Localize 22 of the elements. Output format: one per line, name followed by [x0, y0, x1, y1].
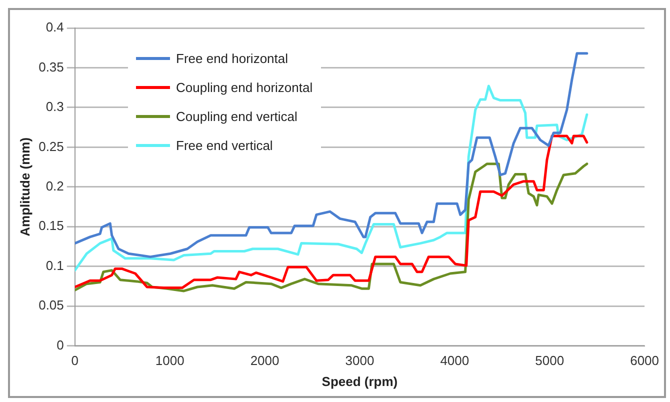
x-tick-label: 6000 — [630, 353, 659, 368]
legend-label: Coupling end horizontal — [176, 79, 313, 97]
y-tick-label: 0.1 — [46, 258, 64, 273]
y-tick-label: 0.15 — [38, 218, 64, 234]
y-tick-label: 0.2 — [46, 178, 64, 194]
x-tick-label: 3000 — [345, 353, 374, 368]
legend-label: Free end vertical — [176, 137, 273, 155]
y-axis-title: Amplitude (mm) — [17, 137, 32, 236]
y-tick-label: 0.3 — [46, 99, 64, 114]
x-tick-label: 1000 — [155, 353, 184, 368]
x-axis-title: Speed (rpm) — [322, 374, 398, 389]
y-tick-label: 0.35 — [38, 59, 64, 74]
x-tick-label: 0 — [71, 353, 79, 368]
y-tick-label: 0.25 — [38, 138, 64, 154]
legend-label: Free end horizontal — [176, 50, 288, 68]
y-tick-label: 0.4 — [46, 20, 64, 35]
x-tick-label: 4000 — [440, 353, 470, 368]
y-tick-label: 0.05 — [38, 298, 64, 313]
x-tick-label: 2000 — [250, 353, 280, 368]
legend-label: Coupling end vertical — [176, 108, 298, 126]
x-tick-label: 5000 — [535, 353, 564, 368]
y-tick-label: 0 — [56, 337, 64, 352]
